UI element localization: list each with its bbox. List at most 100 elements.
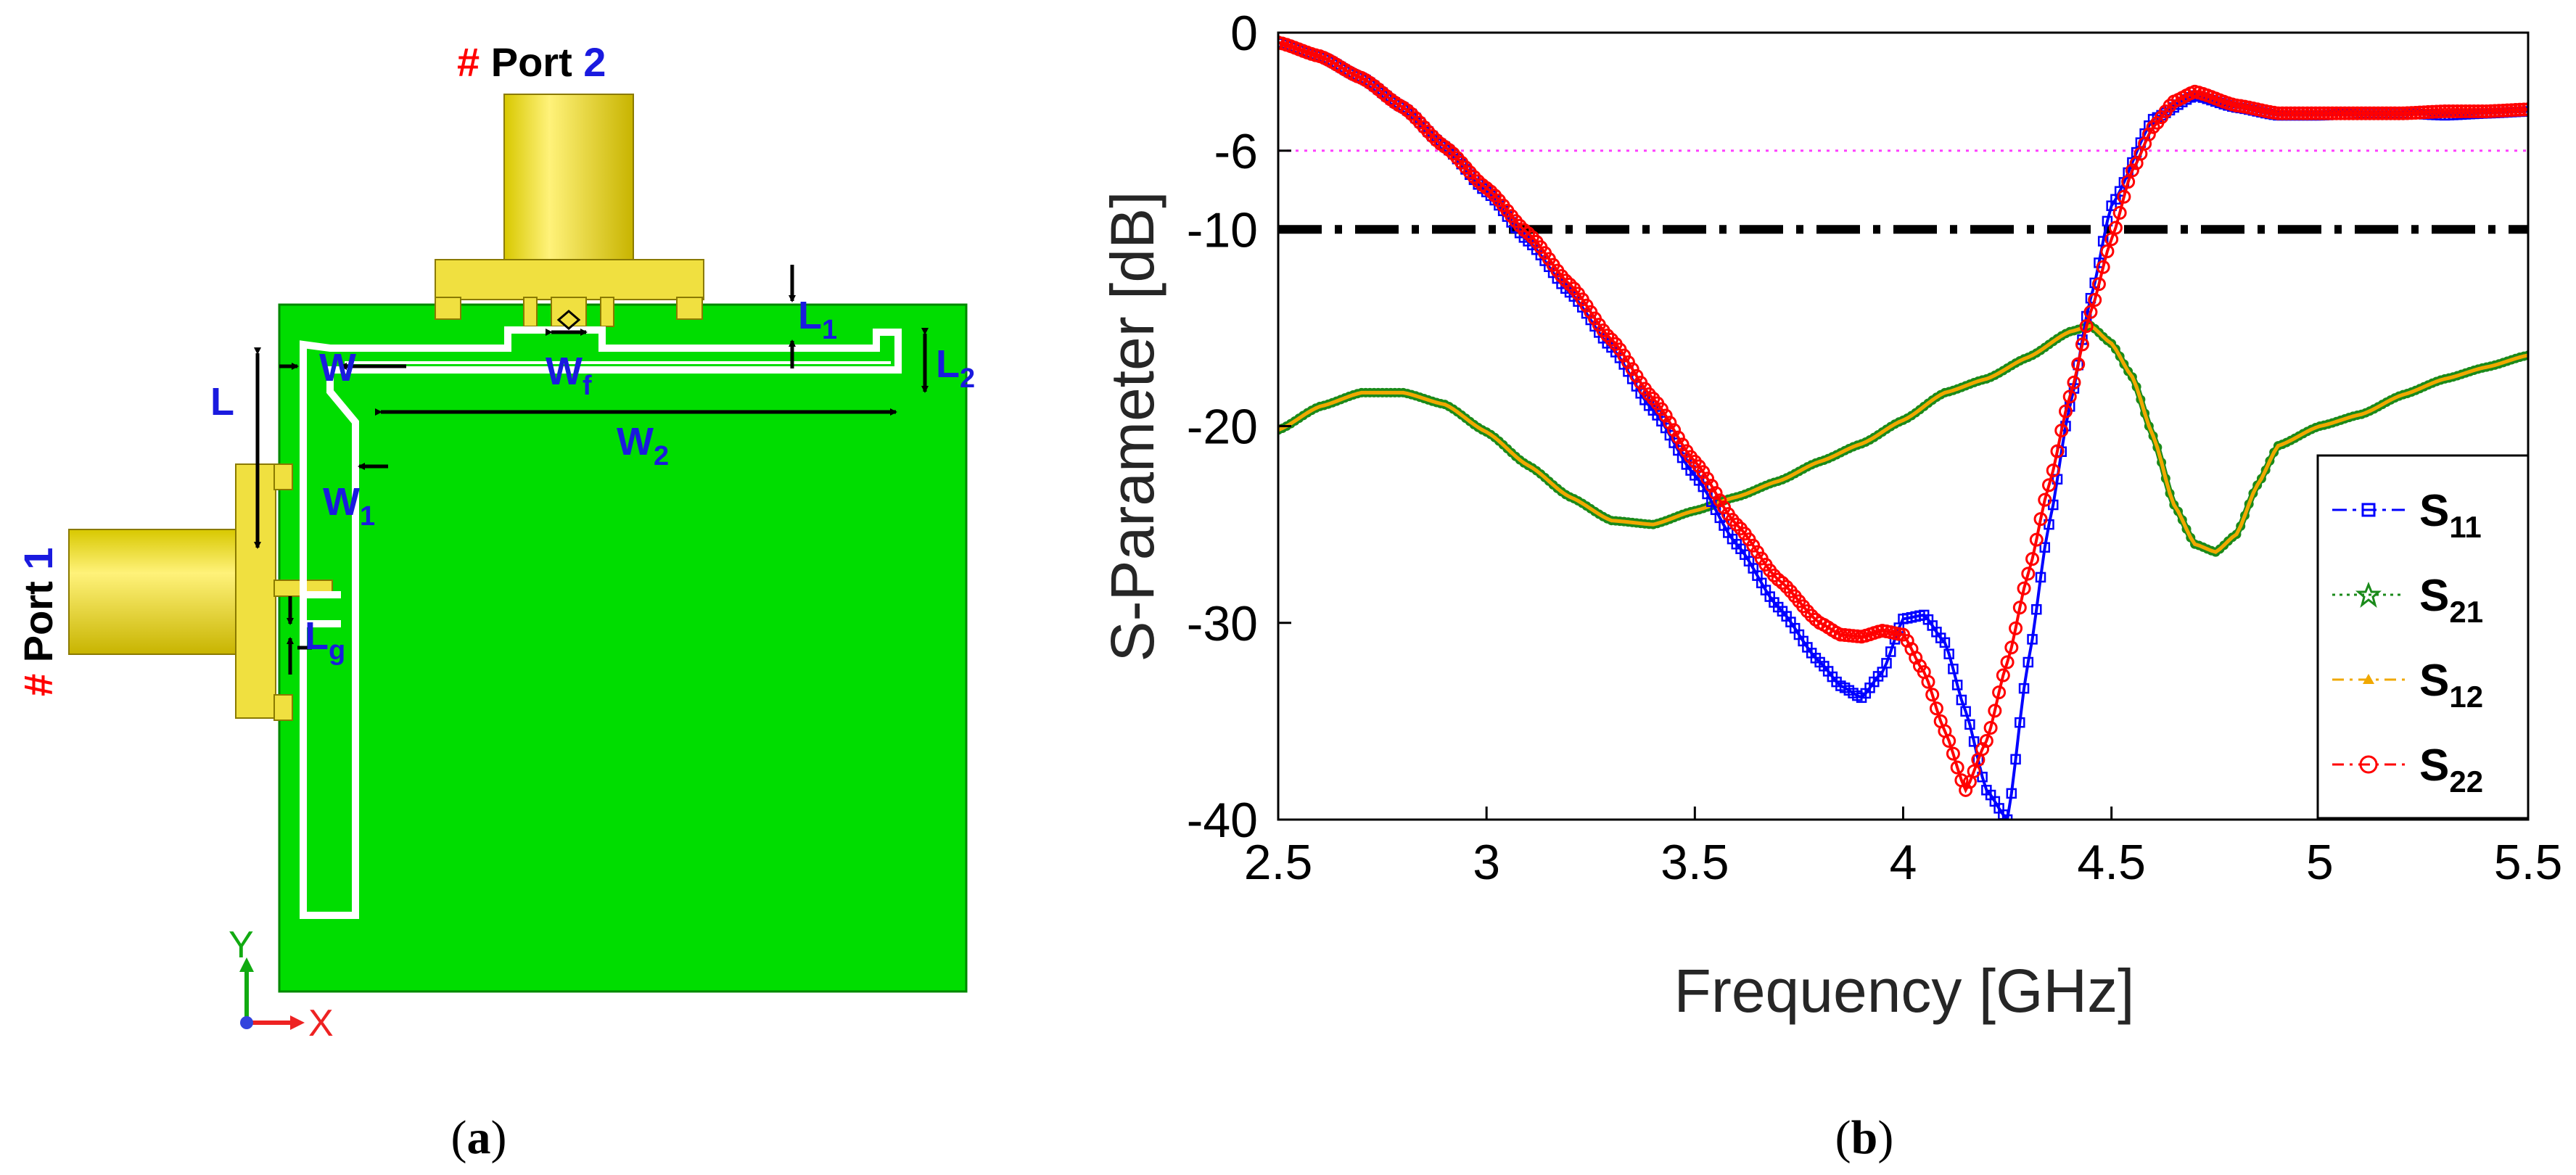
marker-s12 bbox=[2497, 362, 2501, 366]
marker-s12 bbox=[2421, 384, 2426, 389]
marker-s12 bbox=[2247, 502, 2251, 506]
marker-s12 bbox=[1751, 489, 1756, 493]
dim-label-L: L bbox=[210, 380, 234, 424]
marker-s12 bbox=[2459, 372, 2464, 376]
marker-s12 bbox=[2414, 388, 2418, 392]
marker-s22 bbox=[1441, 143, 1456, 157]
marker-s11 bbox=[1968, 736, 1980, 747]
marker-s12 bbox=[2072, 329, 2076, 333]
marker-s12 bbox=[1818, 459, 1822, 463]
marker-s12 bbox=[1384, 390, 1388, 395]
marker-s11 bbox=[2102, 215, 2113, 227]
marker-s12 bbox=[2255, 483, 2260, 487]
marker-s22 bbox=[1421, 125, 1436, 139]
x-tick-label: 4.5 bbox=[2077, 835, 2146, 890]
marker-s12 bbox=[2330, 421, 2334, 425]
marker-s12 bbox=[2251, 491, 2255, 495]
marker-s12 bbox=[1414, 394, 1418, 398]
marker-s12 bbox=[1472, 422, 1476, 426]
marker-s12 bbox=[2222, 543, 2226, 548]
marker-s12 bbox=[1997, 371, 2001, 375]
marker-s11 bbox=[2027, 634, 2038, 645]
marker-s12 bbox=[1497, 439, 1501, 443]
marker-s12 bbox=[2213, 550, 2218, 554]
marker-s12 bbox=[1663, 519, 1668, 523]
marker-s22 bbox=[2100, 244, 2115, 259]
marker-s11 bbox=[1960, 706, 1971, 717]
marker-s11 bbox=[1951, 680, 1963, 690]
marker-s22 bbox=[1766, 568, 1781, 582]
marker-s12 bbox=[1380, 390, 1385, 395]
x-tick-label: 5 bbox=[2306, 835, 2334, 890]
marker-s12 bbox=[2438, 378, 2443, 382]
marker-s12 bbox=[2160, 460, 2164, 464]
marker-s12 bbox=[1489, 432, 1493, 437]
marker-s12 bbox=[1539, 471, 1543, 476]
marker-s12 bbox=[1659, 520, 1663, 524]
marker-s12 bbox=[2322, 423, 2326, 427]
marker-s12 bbox=[2017, 359, 2022, 363]
marker-s22 bbox=[2141, 127, 2156, 141]
marker-s22 bbox=[2088, 292, 2102, 307]
marker-s12 bbox=[1480, 428, 1484, 432]
marker-s12 bbox=[2143, 411, 2147, 416]
marker-s22 bbox=[1563, 277, 1577, 292]
marker-s12 bbox=[1576, 499, 1581, 503]
marker-s12 bbox=[1367, 390, 1372, 395]
marker-s12 bbox=[2051, 339, 2055, 344]
marker-s22 bbox=[1983, 720, 1998, 735]
marker-s12 bbox=[1322, 403, 1326, 408]
marker-s12 bbox=[1851, 445, 1856, 449]
dimension-arrows bbox=[254, 265, 929, 675]
marker-s12 bbox=[1739, 494, 1743, 498]
legend-label-s22: S22 bbox=[2419, 741, 2483, 799]
marker-s12 bbox=[2501, 360, 2506, 365]
marker-s22 bbox=[1704, 479, 1719, 493]
marker-s12 bbox=[1943, 390, 1947, 395]
marker-s12 bbox=[2242, 514, 2247, 518]
legend-marker-s22 bbox=[2359, 755, 2378, 774]
marker-s22 bbox=[1404, 107, 1419, 121]
marker-s12 bbox=[2371, 407, 2376, 411]
marker-s12 bbox=[2230, 535, 2234, 540]
marker-s11 bbox=[2022, 656, 2034, 668]
marker-s12 bbox=[2347, 416, 2351, 420]
marker-s12 bbox=[1551, 483, 1555, 487]
marker-s12 bbox=[1876, 432, 1880, 437]
marker-s22 bbox=[1446, 147, 1460, 161]
marker-s12 bbox=[2476, 367, 2480, 371]
marker-s12 bbox=[1672, 516, 1676, 520]
marker-s12 bbox=[1797, 469, 1801, 474]
marker-s22 bbox=[2079, 319, 2094, 334]
marker-s22 bbox=[1950, 760, 1964, 775]
port2-connector-barrel bbox=[503, 94, 634, 262]
marker-s22 bbox=[1621, 355, 1635, 369]
marker-s22 bbox=[1658, 408, 1673, 423]
marker-s12 bbox=[1572, 497, 1576, 501]
marker-s12 bbox=[1297, 416, 1301, 421]
y-tick-label: 0 bbox=[1230, 6, 1258, 61]
marker-s11 bbox=[2031, 603, 2042, 615]
marker-s22 bbox=[1667, 423, 1682, 437]
y-tick-label: -6 bbox=[1214, 124, 1258, 179]
marker-s12 bbox=[2189, 535, 2193, 540]
marker-s22 bbox=[2054, 424, 2069, 438]
marker-s22 bbox=[2062, 389, 2077, 404]
marker-s12 bbox=[2172, 503, 2176, 507]
marker-s12 bbox=[1439, 401, 1443, 405]
marker-s22 bbox=[1409, 111, 1423, 125]
marker-s12 bbox=[1742, 492, 1747, 497]
marker-s11 bbox=[1977, 772, 1988, 783]
marker-s22 bbox=[1700, 471, 1715, 486]
marker-s12 bbox=[1917, 408, 1922, 412]
marker-s12 bbox=[2047, 342, 2052, 347]
marker-s22 bbox=[1400, 103, 1415, 118]
marker-s12 bbox=[1401, 390, 1405, 395]
marker-s12 bbox=[1947, 389, 1951, 394]
marker-s11 bbox=[1964, 719, 1975, 730]
marker-s12 bbox=[2130, 375, 2134, 379]
marker-s22 bbox=[1729, 517, 1744, 532]
marker-s12 bbox=[2384, 400, 2389, 404]
marker-s12 bbox=[1639, 521, 1643, 526]
